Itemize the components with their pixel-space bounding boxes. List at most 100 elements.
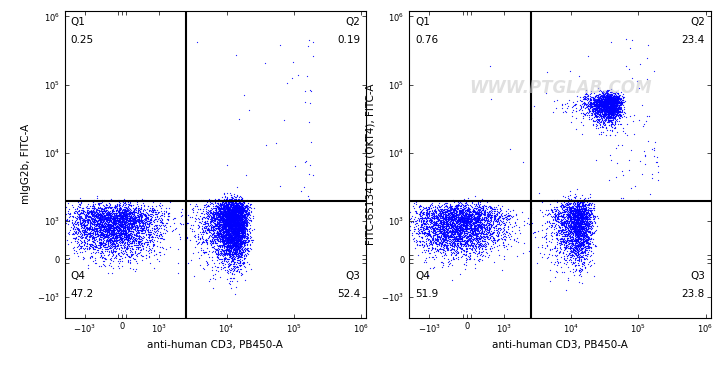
- Point: [209, 239, 220, 245]
- Point: [231, 264, 243, 270]
- Point: [95, 205, 107, 211]
- Point: [238, 201, 249, 207]
- Point: [214, 244, 225, 250]
- Point: [457, 227, 468, 233]
- Point: [449, 247, 461, 253]
- Point: [441, 239, 452, 245]
- Point: [77, 210, 88, 216]
- Point: [462, 237, 473, 243]
- Point: [123, 210, 135, 215]
- Point: [243, 200, 254, 205]
- Point: [439, 210, 451, 215]
- Point: [452, 229, 463, 235]
- Point: [580, 247, 592, 253]
- Point: [448, 220, 460, 226]
- Point: [488, 235, 499, 241]
- Point: [224, 212, 236, 218]
- Point: [218, 239, 230, 245]
- Point: [471, 218, 482, 224]
- Point: [238, 249, 249, 254]
- Point: [231, 212, 243, 218]
- Point: [602, 103, 614, 109]
- Point: [138, 225, 149, 231]
- Point: [438, 245, 449, 251]
- Point: [454, 245, 465, 251]
- Point: [572, 236, 583, 242]
- Point: [437, 238, 449, 243]
- Point: [225, 192, 237, 198]
- Point: [78, 205, 89, 211]
- Point: [136, 218, 148, 224]
- Point: [146, 208, 157, 214]
- Point: [238, 263, 249, 269]
- Point: [110, 234, 121, 240]
- Point: [214, 228, 225, 234]
- Point: [142, 212, 154, 218]
- Point: [236, 254, 247, 260]
- Point: [233, 255, 244, 261]
- Point: [228, 211, 240, 217]
- Point: [236, 206, 247, 212]
- Point: [232, 217, 243, 223]
- Point: [223, 201, 234, 207]
- Point: [230, 230, 241, 235]
- Point: [232, 219, 243, 225]
- Point: [461, 238, 472, 244]
- Point: [230, 243, 241, 249]
- Point: [616, 109, 628, 115]
- Point: [238, 224, 250, 230]
- Point: [567, 226, 578, 232]
- Point: [579, 111, 591, 117]
- Point: [225, 226, 237, 231]
- Point: [583, 243, 595, 249]
- Point: [233, 202, 244, 208]
- Point: [599, 112, 610, 118]
- Point: [579, 235, 590, 241]
- Point: [103, 249, 115, 255]
- Point: [216, 212, 228, 218]
- Point: [462, 218, 474, 224]
- Point: [236, 205, 248, 211]
- Point: [124, 216, 136, 222]
- Point: [581, 243, 592, 249]
- Point: [229, 250, 241, 256]
- Point: [224, 226, 236, 231]
- Point: [610, 124, 621, 130]
- Point: [91, 231, 103, 237]
- Point: [228, 213, 240, 219]
- Point: [155, 215, 167, 221]
- Point: [432, 222, 443, 228]
- Point: [232, 234, 243, 240]
- Point: [487, 229, 498, 235]
- Point: [92, 200, 103, 206]
- Point: [199, 226, 210, 231]
- Point: [437, 211, 449, 217]
- Point: [131, 214, 143, 220]
- Point: [610, 106, 621, 112]
- Point: [200, 220, 211, 226]
- Point: [199, 225, 210, 231]
- Point: [228, 231, 239, 237]
- Point: [202, 227, 214, 233]
- Point: [596, 97, 607, 103]
- Point: [592, 98, 604, 104]
- Point: [132, 216, 144, 222]
- Point: [228, 238, 239, 244]
- Point: [225, 220, 237, 226]
- Point: [86, 254, 98, 260]
- Point: [564, 204, 576, 210]
- Point: [549, 245, 561, 250]
- Point: [557, 229, 569, 235]
- Point: [546, 206, 557, 212]
- Point: [475, 218, 486, 224]
- Point: [223, 226, 235, 232]
- Point: [224, 220, 236, 226]
- Point: [236, 249, 247, 254]
- Point: [118, 208, 130, 214]
- Point: [223, 211, 235, 216]
- Point: [232, 225, 243, 231]
- Point: [230, 241, 241, 246]
- Point: [131, 251, 143, 257]
- Point: [225, 243, 237, 249]
- Point: [82, 218, 93, 223]
